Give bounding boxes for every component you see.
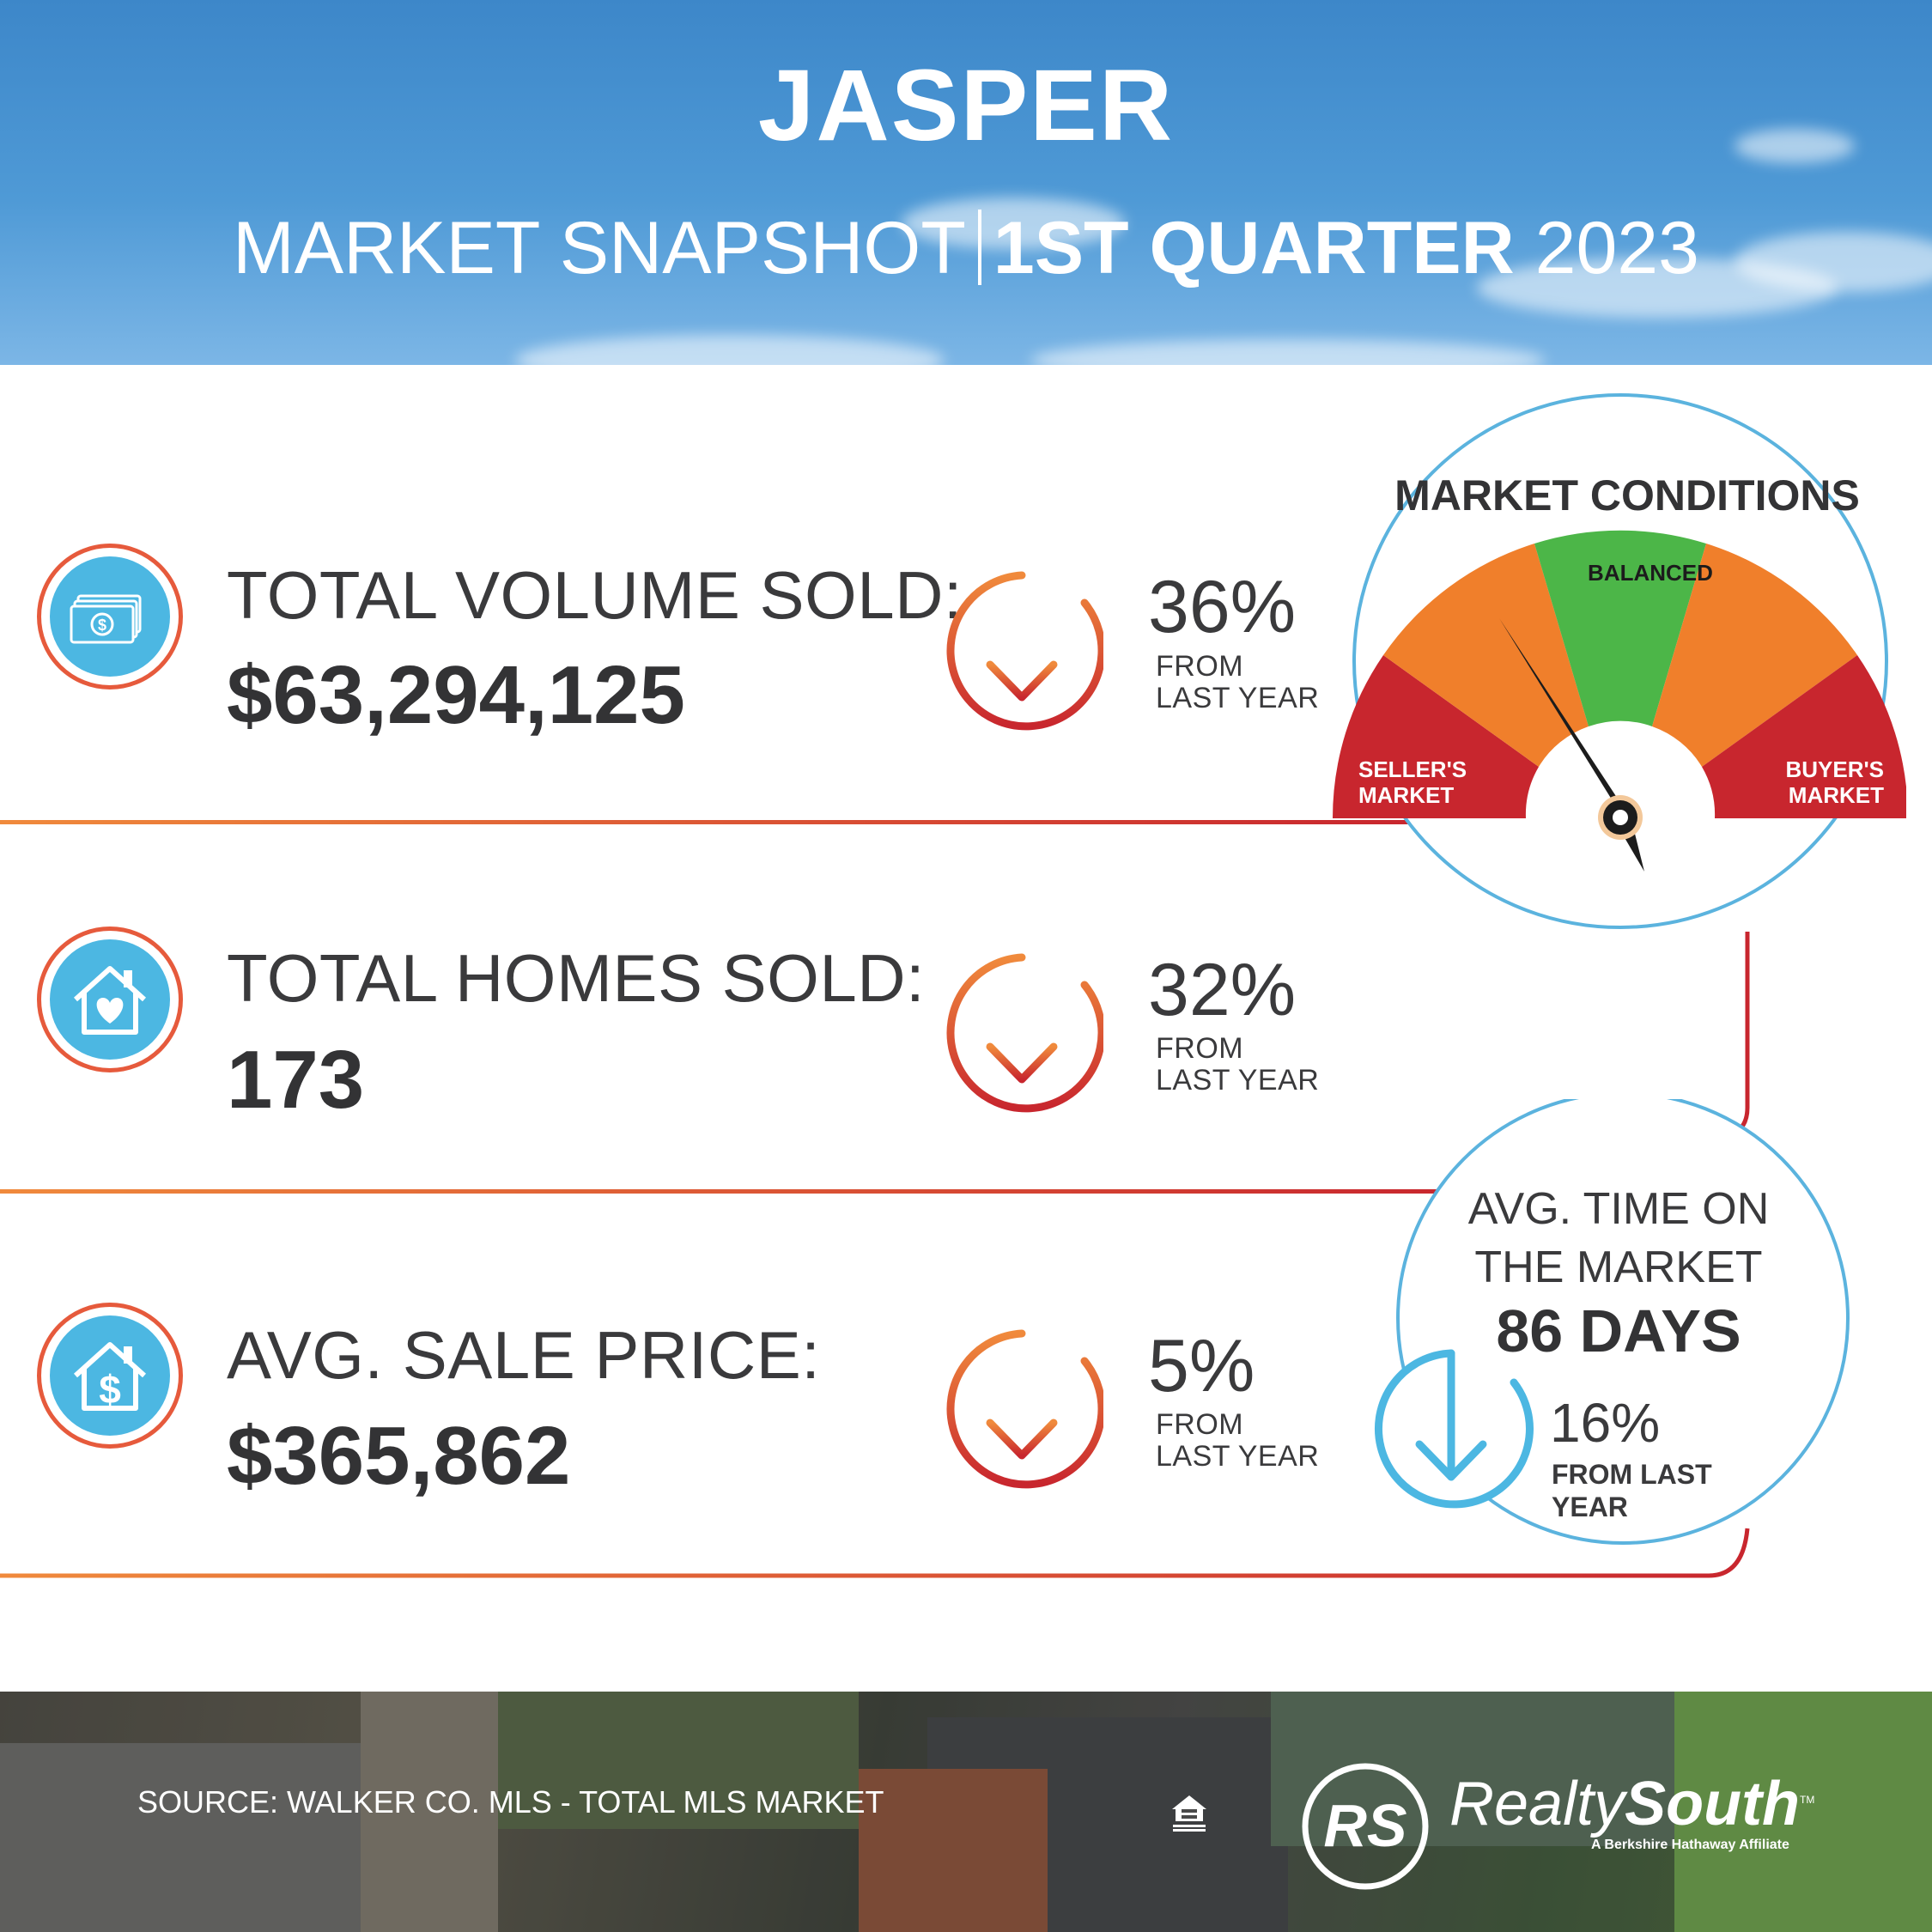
page-title: JASPER — [757, 49, 1175, 162]
logo-monogram: RS — [1323, 1792, 1406, 1859]
caption-line: LAST YEAR — [1156, 682, 1320, 714]
balanced-segment — [1534, 530, 1706, 726]
buyer-lean-segment — [1652, 544, 1857, 767]
avg-time-label-line: THE MARKET — [1474, 1242, 1763, 1292]
caption-line: FROM — [1156, 650, 1244, 683]
subtitle-market-snapshot: MARKET SNAPSHOT — [233, 207, 966, 289]
caption-line: FROM — [1156, 1032, 1244, 1065]
total-volume-change-caption: FROM LAST YEAR — [1156, 651, 1319, 714]
brand-name: RealtySouthTM — [1449, 1769, 1814, 1839]
svg-text:$: $ — [99, 1367, 121, 1412]
total-homes-change: 32% — [1148, 949, 1297, 1031]
market-conditions-gauge: BALANCED SELLER'S MARKET BUYER'S MARKET — [1333, 393, 1906, 929]
brand-tagline: A Berkshire Hathaway Affiliate — [1591, 1838, 1789, 1852]
equal-housing-opportunity-icon — [1172, 1795, 1206, 1832]
total-homes-value: 173 — [227, 1034, 365, 1126]
page-subtitle: MARKET SNAPSHOT 1ST QUARTER 2023 — [0, 206, 1932, 291]
total-homes-label: TOTAL HOMES SOLD: — [227, 940, 926, 1016]
avg-time-label: AVG. TIME ON THE MARKET — [1425, 1180, 1812, 1297]
total-volume-label: TOTAL VOLUME SOLD: — [227, 557, 963, 633]
down-arrow-icon — [946, 571, 1103, 731]
down-arrow-icon — [946, 953, 1103, 1113]
sellers-market-segment — [1333, 655, 1539, 818]
subtitle-year: 2023 — [1534, 207, 1699, 289]
avg-sale-price-change: 5% — [1148, 1325, 1255, 1407]
sellers-market-label-1: SELLER'S — [1358, 756, 1467, 782]
balanced-label: BALANCED — [1588, 560, 1713, 586]
caption-line: LAST YEAR — [1156, 1064, 1320, 1097]
gauge-needle — [1499, 618, 1624, 811]
avg-time-change-caption: FROM LAST YEAR — [1552, 1458, 1712, 1523]
total-volume-value: $63,294,125 — [227, 649, 685, 741]
buyers-market-segment — [1702, 655, 1906, 818]
money-icon: $ — [37, 544, 183, 690]
brand-name-bold: South — [1625, 1770, 1801, 1838]
avg-time-value: 86 DAYS — [1496, 1297, 1741, 1364]
caption-line: LAST YEAR — [1156, 1440, 1320, 1473]
row-divider — [0, 820, 1408, 824]
market-conditions-title: MARKET CONDITIONS — [1394, 471, 1860, 519]
avg-sale-price-change-caption: FROM LAST YEAR — [1156, 1409, 1319, 1473]
avg-time-change: 16% — [1550, 1392, 1661, 1454]
subtitle-quarter: 1ST QUARTER — [993, 207, 1515, 289]
caption-line: YEAR — [1552, 1492, 1628, 1522]
caption-line: FROM — [1156, 1408, 1244, 1441]
down-arrow-icon — [946, 1329, 1103, 1489]
total-volume-change: 36% — [1148, 566, 1297, 648]
subtitle-divider — [977, 210, 981, 285]
avg-time-bubble — [1374, 1099, 1850, 1545]
row-divider — [0, 1189, 1460, 1194]
avg-sale-price-value: $365,862 — [227, 1410, 571, 1502]
buyers-market-label-1: BUYER'S — [1785, 756, 1884, 782]
svg-text:$: $ — [98, 617, 106, 634]
source-note: SOURCE: WALKER CO. MLS - TOTAL MLS MARKE… — [137, 1784, 884, 1820]
avg-time-label-line: AVG. TIME ON — [1467, 1184, 1770, 1234]
sellers-market-label-2: MARKET — [1358, 782, 1454, 808]
house-heart-icon — [37, 927, 183, 1072]
realtysouth-logo-mark: RS — [1302, 1763, 1429, 1890]
trademark-mark: TM — [1800, 1794, 1815, 1806]
seller-lean-segment — [1383, 544, 1589, 767]
house-dollar-icon: $ — [37, 1303, 183, 1449]
brand-name-light: Realty — [1449, 1770, 1625, 1838]
caption-line: FROM LAST — [1552, 1459, 1712, 1490]
total-homes-change-caption: FROM LAST YEAR — [1156, 1033, 1319, 1097]
footer-aerial-photo — [0, 1692, 1932, 1932]
header-banner — [0, 0, 1932, 365]
avg-sale-price-label: AVG. SALE PRICE: — [227, 1317, 821, 1393]
buyers-market-label-2: MARKET — [1789, 782, 1884, 808]
